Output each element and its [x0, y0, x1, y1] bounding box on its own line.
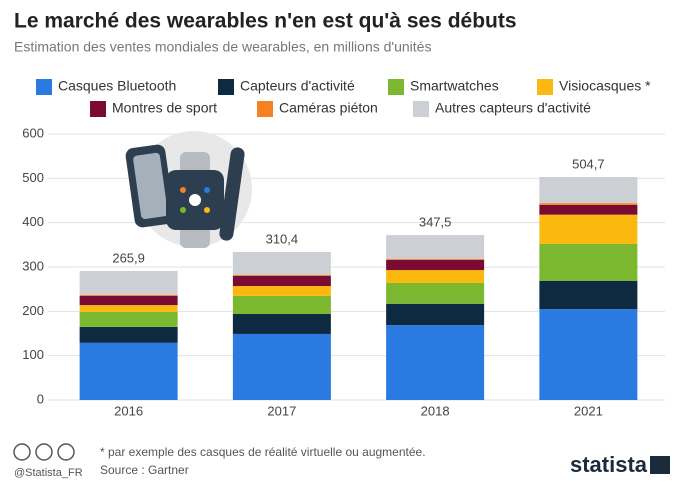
bar-segment	[386, 259, 485, 260]
bar-segment	[386, 325, 485, 400]
bar-segment	[232, 333, 331, 400]
y-tick-label: 300	[22, 258, 44, 273]
y-tick-label: 0	[37, 391, 44, 406]
legend-swatch	[413, 101, 429, 117]
bar-segment	[232, 274, 331, 276]
plot: Casques Bluetooth Capteurs d'activité Smar…	[22, 78, 665, 418]
source: Source : Gartner	[100, 463, 189, 477]
bar-segment	[232, 295, 331, 314]
brand-icon	[650, 456, 670, 474]
y-tick-label: 200	[22, 303, 44, 318]
bar-segment	[79, 294, 178, 296]
total-label: 347,5	[419, 215, 452, 230]
total-label: 310,4	[266, 231, 299, 246]
x-tick-label: 2018	[421, 403, 450, 418]
bar-segment	[539, 309, 638, 400]
y-tick-label: 400	[22, 214, 44, 229]
footnote: * par exemple des casques de réalité vir…	[100, 445, 426, 459]
bar-segment	[79, 305, 178, 312]
x-tick-label: 2017	[267, 403, 296, 418]
legend-label: Montres de sport	[112, 100, 217, 116]
legend-swatch	[388, 79, 404, 95]
legend-swatch	[90, 101, 106, 117]
watch-illustration	[125, 131, 252, 248]
legend-label: Smartwatches	[410, 78, 499, 94]
y-tick-label: 600	[22, 125, 44, 140]
bar-segment	[539, 203, 638, 205]
legend-swatch	[36, 79, 52, 95]
bar-segment	[232, 286, 331, 296]
chart-title: Le marché des wearables n'en est qu'à se…	[14, 10, 517, 33]
legend-label: Visiocasques *	[559, 78, 651, 94]
bar-segment	[539, 280, 638, 310]
legend-label: Autres capteurs d'activité	[435, 100, 591, 116]
bar-segment	[386, 259, 485, 271]
legend-swatch	[257, 101, 273, 117]
chart-subtitle: Estimation des ventes mondiales de weara…	[14, 39, 431, 55]
bar-segment	[232, 275, 331, 287]
total-label: 504,7	[572, 156, 605, 171]
bar-segment	[79, 311, 178, 327]
legend-swatch	[537, 79, 553, 95]
x-tick-label: 2021	[574, 403, 603, 418]
bar-segment	[386, 282, 485, 304]
handle: @Statista_FR	[14, 467, 83, 479]
legend-label: Casques Bluetooth	[58, 78, 176, 94]
bar-segment	[79, 342, 178, 400]
bar-segment	[386, 270, 485, 283]
legend-label: Caméras piéton	[279, 100, 378, 116]
bar-segment	[386, 235, 485, 260]
bar-segment	[79, 326, 178, 343]
y-tick-label: 100	[22, 347, 44, 362]
bar-segment	[232, 251, 331, 275]
bar-segment	[539, 177, 638, 204]
brand: statista	[570, 452, 648, 477]
total-label: 265,9	[112, 250, 145, 265]
legend-label: Capteurs d'activité	[240, 78, 355, 94]
bar-segment	[386, 303, 485, 326]
bar-segment	[539, 243, 638, 281]
license-icons	[13, 443, 75, 461]
x-tick-label: 2016	[114, 403, 143, 418]
bar-segment	[79, 270, 178, 295]
bar-segment	[79, 295, 178, 306]
bar-segment	[539, 214, 638, 244]
bar-segment	[232, 313, 331, 334]
legend-swatch	[218, 79, 234, 95]
bar-segment	[539, 204, 638, 215]
y-tick-label: 500	[22, 170, 44, 185]
